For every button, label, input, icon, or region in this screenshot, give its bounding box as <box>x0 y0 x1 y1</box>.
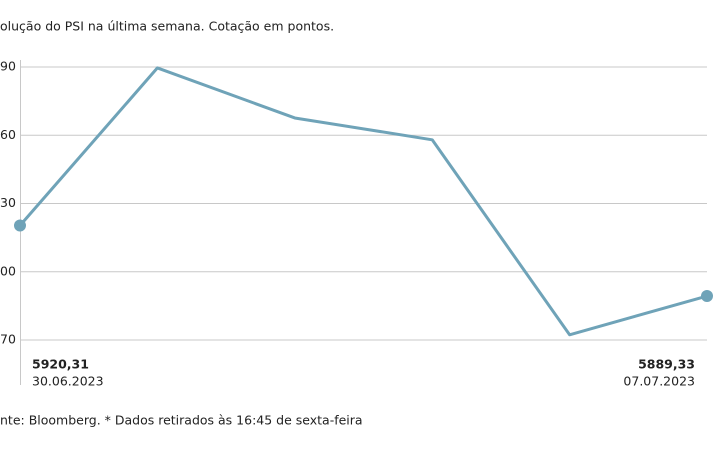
y-tick-label: 90 <box>0 59 16 74</box>
point-marker <box>701 290 713 303</box>
point-marker <box>14 219 26 232</box>
y-tick-label: 60 <box>0 127 16 142</box>
source-note: nte: Bloomberg. * Dados retirados às 16:… <box>0 413 363 428</box>
y-tick-label: 00 <box>0 263 16 278</box>
x-tick-label: 30.06.2023 <box>32 374 104 389</box>
chart-title: olução do PSI na última semana. Cotação … <box>0 19 334 34</box>
data-label: 5920,31 <box>32 357 89 372</box>
y-tick-label: 70 <box>0 332 16 347</box>
data-label: 5889,33 <box>638 357 695 372</box>
x-tick-label: 07.07.2023 <box>623 374 695 389</box>
line-series <box>18 66 708 337</box>
y-tick-label: 30 <box>0 195 16 210</box>
